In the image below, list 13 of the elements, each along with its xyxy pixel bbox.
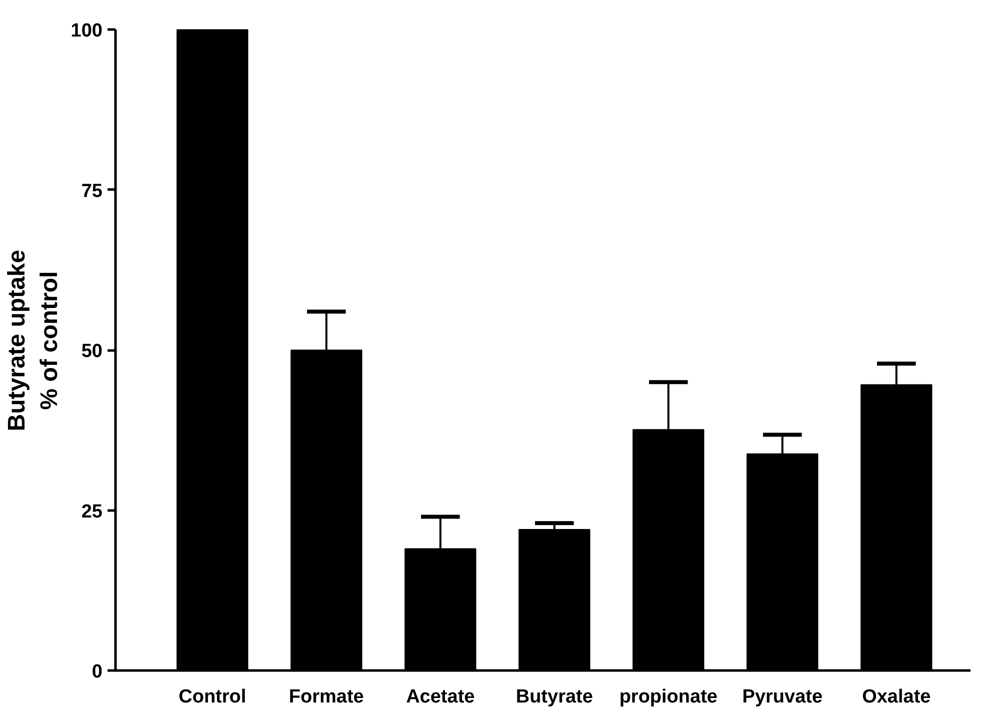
x-tick-label: Control — [178, 686, 246, 708]
x-tick-label: propionate — [619, 686, 718, 708]
x-tick-label: Formate — [288, 686, 364, 708]
y-tick-label: 100 — [70, 20, 102, 42]
y-tick-label: 50 — [81, 341, 103, 362]
x-tick-label: Acetate — [406, 686, 475, 708]
x-tick-label: Butyrate — [516, 686, 593, 708]
y-tick-label: 75 — [81, 180, 103, 202]
x-tick-label: Pyruvate — [742, 686, 823, 708]
y-tick-label: 25 — [81, 501, 103, 522]
x-tick-label: Oxalate — [862, 686, 931, 708]
y-axis-title: Butyrate uptake % of control — [3, 250, 63, 432]
y-tick-label: 0 — [92, 662, 103, 682]
